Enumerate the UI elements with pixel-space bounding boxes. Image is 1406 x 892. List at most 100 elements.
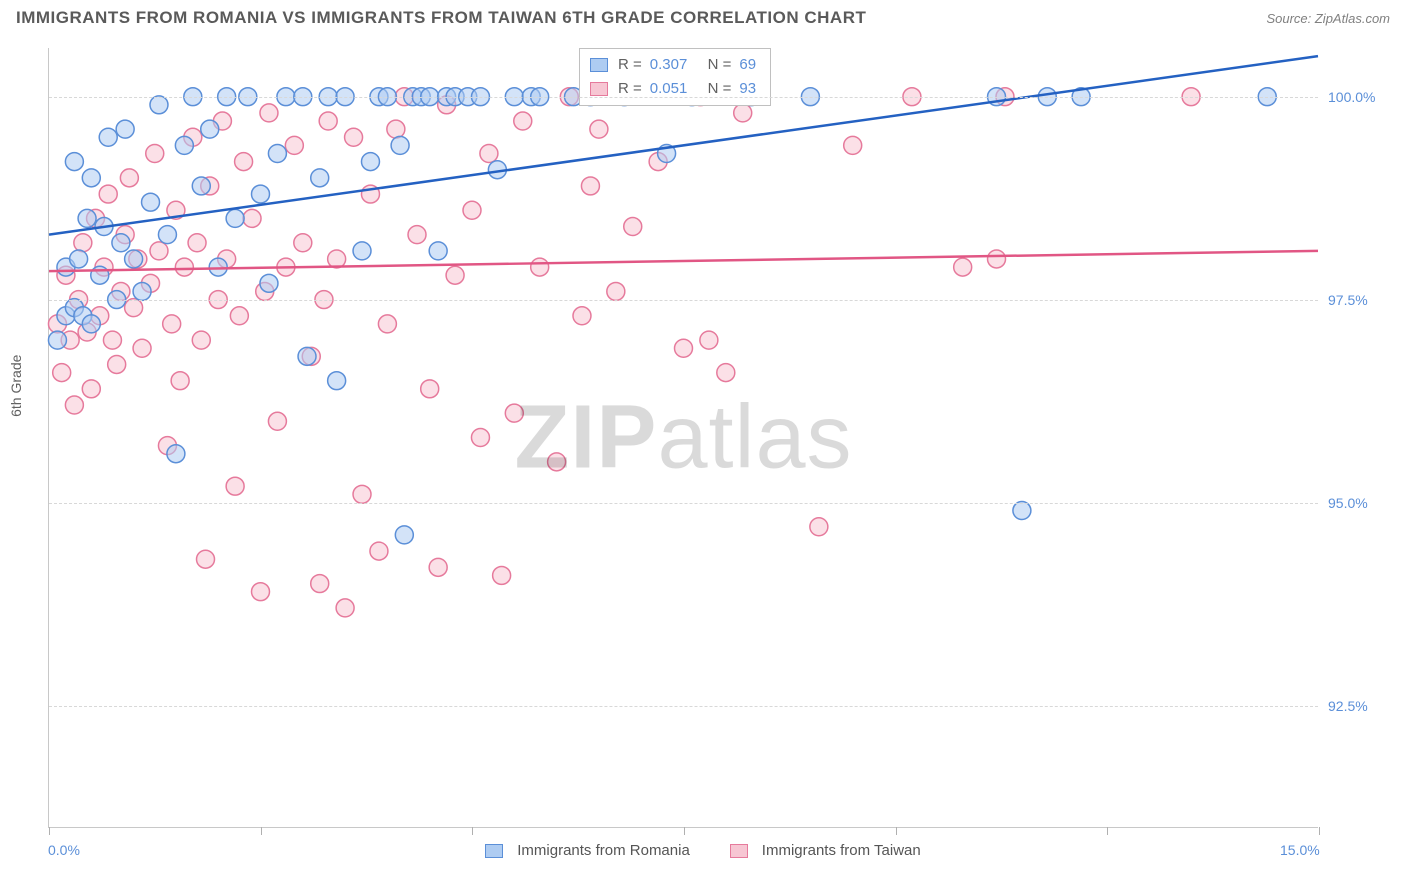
taiwan-point — [378, 315, 396, 333]
romania-point — [395, 526, 413, 544]
romania-point — [99, 128, 117, 146]
romania-point — [78, 209, 96, 227]
taiwan-point — [548, 453, 566, 471]
taiwan-point — [700, 331, 718, 349]
taiwan-point — [514, 112, 532, 130]
taiwan-point — [353, 485, 371, 503]
gridline — [49, 300, 1318, 301]
taiwan-point — [581, 177, 599, 195]
taiwan-point — [717, 364, 735, 382]
romania-point — [311, 169, 329, 187]
taiwan-point — [175, 258, 193, 276]
x-tick — [896, 827, 897, 835]
taiwan-trendline — [49, 251, 1318, 271]
taiwan-point — [387, 120, 405, 138]
romania-point — [82, 315, 100, 333]
y-axis-label: 6th Grade — [8, 355, 24, 417]
romania-point — [252, 185, 270, 203]
romania-point — [361, 153, 379, 171]
romania-point — [133, 282, 151, 300]
romania-point — [112, 234, 130, 252]
taiwan-point — [607, 282, 625, 300]
romania-point — [82, 169, 100, 187]
taiwan-point — [319, 112, 337, 130]
x-tick — [1319, 827, 1320, 835]
taiwan-point — [408, 226, 426, 244]
taiwan-point — [471, 429, 489, 447]
taiwan-point — [421, 380, 439, 398]
taiwan-point — [53, 364, 71, 382]
taiwan-point — [108, 355, 126, 373]
taiwan-point — [446, 266, 464, 284]
romania-legend-label: Immigrants from Romania — [517, 842, 690, 859]
taiwan-point — [463, 201, 481, 219]
taiwan-point — [505, 404, 523, 422]
taiwan-point — [675, 339, 693, 357]
romania-point — [70, 250, 88, 268]
taiwan-legend-swatch — [730, 844, 748, 858]
taiwan-point — [188, 234, 206, 252]
gridline — [49, 706, 1318, 707]
taiwan-point — [590, 120, 608, 138]
taiwan-point — [133, 339, 151, 357]
romania-point — [268, 145, 286, 163]
stats-row-romania: R =0.307 N =69 — [590, 53, 760, 77]
taiwan-point — [370, 542, 388, 560]
x-tick — [1107, 827, 1108, 835]
taiwan-legend-label: Immigrants from Taiwan — [762, 842, 921, 859]
romania-point — [201, 120, 219, 138]
romania-point — [116, 120, 134, 138]
taiwan-point — [171, 372, 189, 390]
taiwan-point — [311, 575, 329, 593]
taiwan-point — [125, 299, 143, 317]
taiwan-point — [294, 234, 312, 252]
x-tick — [261, 827, 262, 835]
taiwan-swatch — [590, 82, 608, 96]
gridline — [49, 503, 1318, 504]
taiwan-point — [243, 209, 261, 227]
taiwan-point — [268, 412, 286, 430]
romania-point — [175, 136, 193, 154]
taiwan-point — [480, 145, 498, 163]
taiwan-point — [810, 518, 828, 536]
taiwan-point — [235, 153, 253, 171]
bottom-legend: Immigrants from Romania Immigrants from T… — [0, 842, 1406, 859]
romania-point — [328, 372, 346, 390]
y-tick-label: 92.5% — [1328, 698, 1388, 714]
romania-point — [429, 242, 447, 260]
taiwan-point — [146, 145, 164, 163]
romania-point — [65, 153, 83, 171]
romania-swatch — [590, 58, 608, 72]
source-label: Source: ZipAtlas.com — [1266, 11, 1390, 26]
taiwan-point — [624, 218, 642, 236]
taiwan-point — [103, 331, 121, 349]
taiwan-point — [226, 477, 244, 495]
taiwan-point — [163, 315, 181, 333]
gridline — [49, 97, 1318, 98]
x-tick — [684, 827, 685, 835]
taiwan-point — [734, 104, 752, 122]
taiwan-point — [988, 250, 1006, 268]
romania-point — [158, 226, 176, 244]
taiwan-point — [99, 185, 117, 203]
romania-point — [1013, 502, 1031, 520]
romania-point — [298, 347, 316, 365]
romania-legend-swatch — [485, 844, 503, 858]
chart-title: IMMIGRANTS FROM ROMANIA VS IMMIGRANTS FR… — [16, 8, 866, 28]
romania-point — [142, 193, 160, 211]
romania-point — [391, 136, 409, 154]
taiwan-point — [74, 234, 92, 252]
x-tick — [472, 827, 473, 835]
romania-point — [209, 258, 227, 276]
taiwan-point — [285, 136, 303, 154]
taiwan-point — [345, 128, 363, 146]
taiwan-point — [230, 307, 248, 325]
romania-point — [353, 242, 371, 260]
taiwan-point — [493, 566, 511, 584]
taiwan-point — [844, 136, 862, 154]
romania-point — [260, 274, 278, 292]
y-tick-label: 100.0% — [1328, 89, 1388, 105]
taiwan-point — [192, 331, 210, 349]
y-tick-label: 97.5% — [1328, 292, 1388, 308]
plot-area: ZIPatlas R =0.307 N =69R =0.051 N =93 92… — [48, 48, 1318, 828]
